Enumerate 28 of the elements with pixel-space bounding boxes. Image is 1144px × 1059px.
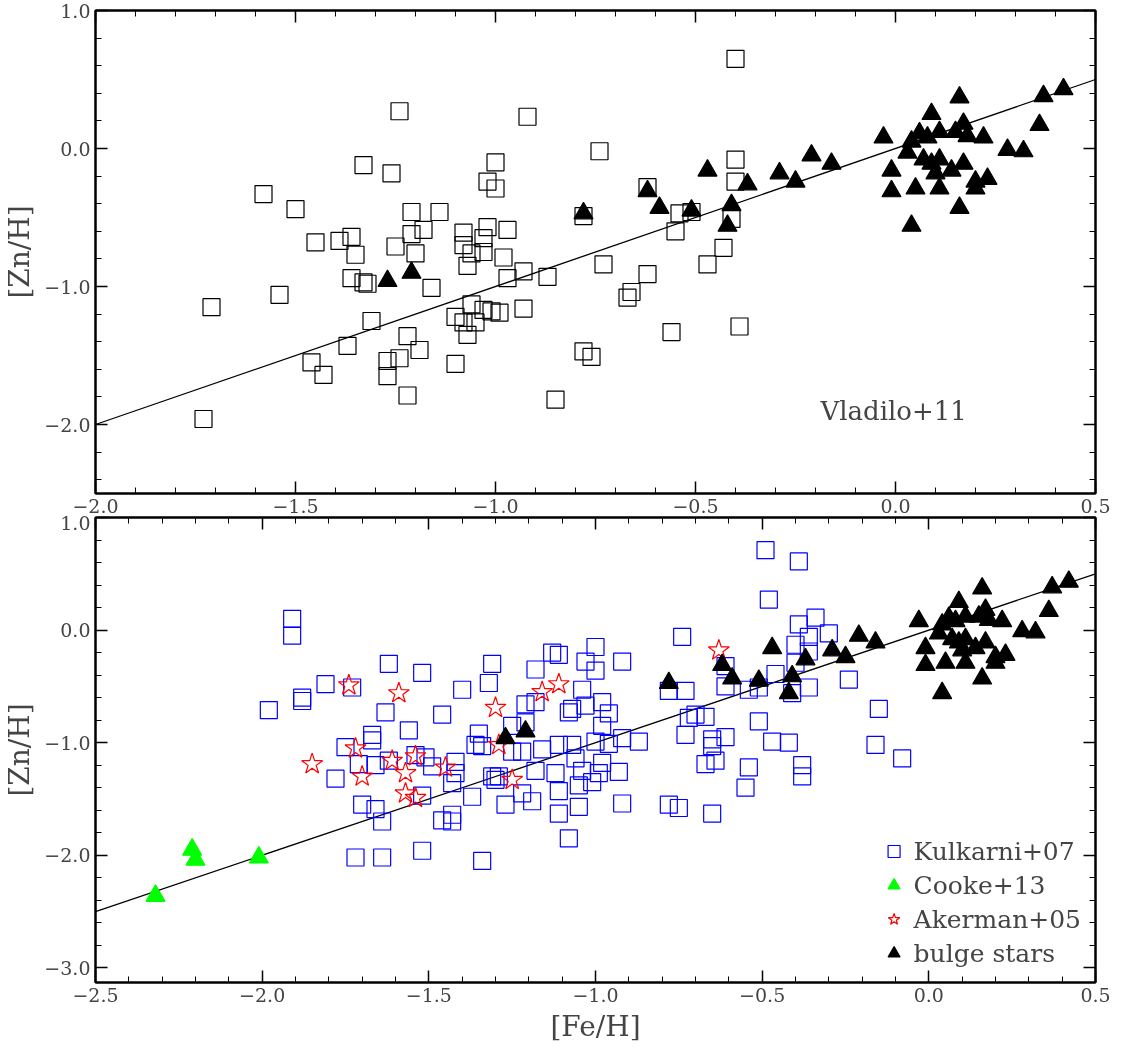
legend-label: Kulkarni+07: [913, 836, 1075, 866]
x-tick-label: −1.0: [472, 494, 519, 517]
x-tick-label: −2.5: [72, 983, 119, 1006]
x-axis-title: [Fe/H]: [550, 1009, 641, 1043]
y-tick-label: −2.0: [44, 413, 91, 436]
x-tick-label: −1.0: [572, 983, 619, 1006]
legend-label: Akerman+05: [913, 904, 1081, 934]
y-tick-label: −1.0: [44, 731, 91, 754]
y-axis-title: [Zn/H]: [3, 703, 37, 797]
y-tick-label: 0.0: [60, 137, 91, 160]
y-tick-label: −3.0: [44, 956, 91, 979]
x-tick-label: 0.0: [913, 983, 944, 1006]
x-tick-label: −0.5: [739, 983, 786, 1006]
x-tick-label: −1.5: [405, 983, 452, 1006]
x-tick-label: −2.0: [239, 983, 286, 1006]
y-tick-label: 1.0: [60, 0, 91, 22]
y-tick-label: −1.0: [44, 275, 91, 298]
y-tick-label: −2.0: [44, 844, 91, 867]
x-tick-label: 0.5: [1080, 494, 1111, 517]
y-tick-label: 0.0: [60, 619, 91, 642]
x-tick-label: 0.0: [880, 494, 911, 517]
x-tick-label: −0.5: [672, 494, 719, 517]
annotation: Vladilo+11: [819, 395, 967, 426]
y-axis-title: [Zn/H]: [3, 205, 37, 299]
x-tick-label: 0.5: [1080, 983, 1111, 1006]
x-tick-label: −1.5: [272, 494, 319, 517]
legend-label: bulge stars: [913, 938, 1055, 968]
legend-label: Cooke+13: [913, 870, 1046, 900]
